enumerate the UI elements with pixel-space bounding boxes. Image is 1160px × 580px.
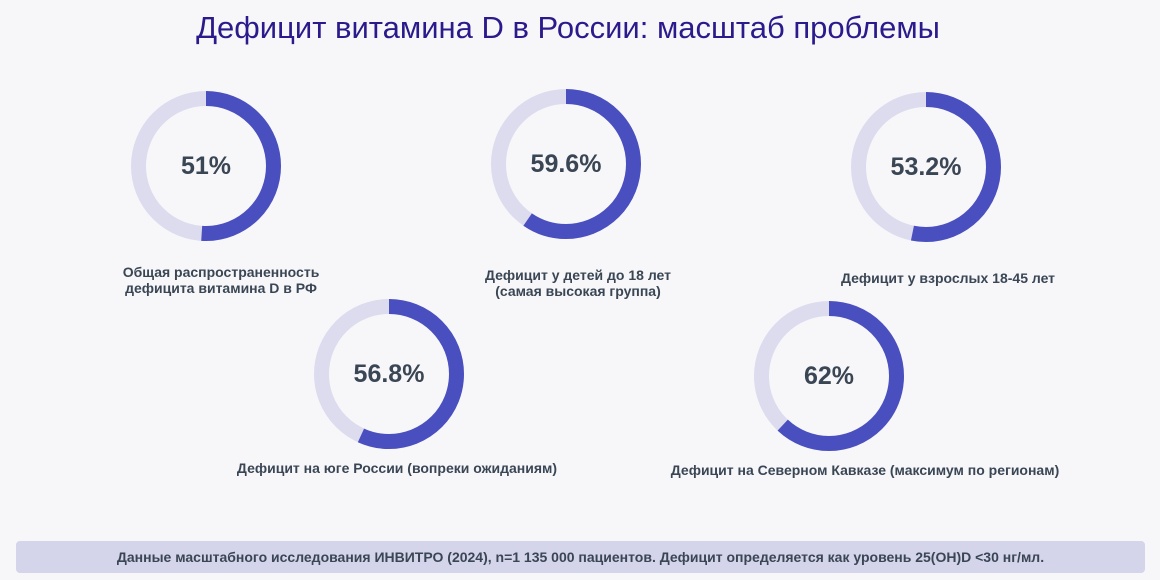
- label-line: Общая распространенность: [122, 264, 320, 280]
- donut-label-general: Общая распространенность дефицита витами…: [71, 264, 371, 296]
- donut-ring: [851, 92, 1001, 242]
- donut-arc: [314, 299, 464, 449]
- donut-value: 56.8%: [353, 359, 425, 388]
- label-line: (самая высокая группа): [495, 283, 661, 299]
- donut-chart-adults: 53.2%: [851, 92, 1001, 242]
- donut-value: 62%: [803, 361, 855, 390]
- donut-arc: [754, 301, 904, 451]
- donut-label-children: Дефицит у детей до 18 лет (самая высокая…: [428, 267, 728, 299]
- footnote: Данные масштабного исследования ИНВИТРО …: [16, 541, 1145, 573]
- page-title: Дефицит витамина D в России: масштаб про…: [196, 10, 940, 45]
- donut-value: 59.6%: [530, 149, 602, 178]
- donut-ring: [131, 91, 281, 241]
- donut-chart-caucasus: 62%: [754, 301, 904, 451]
- donut-label-south: Дефицит на юге России (вопреки ожиданиям…: [197, 460, 597, 476]
- donut-ring: [754, 301, 904, 451]
- label-line: дефицита витамина D в РФ: [125, 280, 317, 296]
- donut-chart-south: 56.8%: [314, 299, 464, 449]
- label-line: Дефицит у детей до 18 лет: [484, 267, 671, 283]
- donut-chart-general: 51%: [131, 91, 281, 241]
- label-line: Дефицит на Северном Кавказе (максимум по…: [670, 462, 1060, 478]
- donut-arc: [851, 92, 1001, 242]
- donut-value: 53.2%: [890, 152, 962, 181]
- donut-label-caucasus: Дефицит на Северном Кавказе (максимум по…: [615, 462, 1115, 478]
- donut-chart-children: 59.6%: [491, 89, 641, 239]
- donut-arc: [491, 89, 641, 239]
- label-line: Дефицит у взрослых 18-45 лет: [840, 270, 1056, 286]
- donut-ring: [314, 299, 464, 449]
- donut-value: 51%: [180, 151, 232, 180]
- donut-label-adults: Дефицит у взрослых 18-45 лет: [798, 270, 1098, 286]
- donut-arc: [131, 91, 281, 241]
- label-line: Дефицит на юге России (вопреки ожиданиям…: [236, 460, 558, 476]
- donut-ring: [491, 89, 641, 239]
